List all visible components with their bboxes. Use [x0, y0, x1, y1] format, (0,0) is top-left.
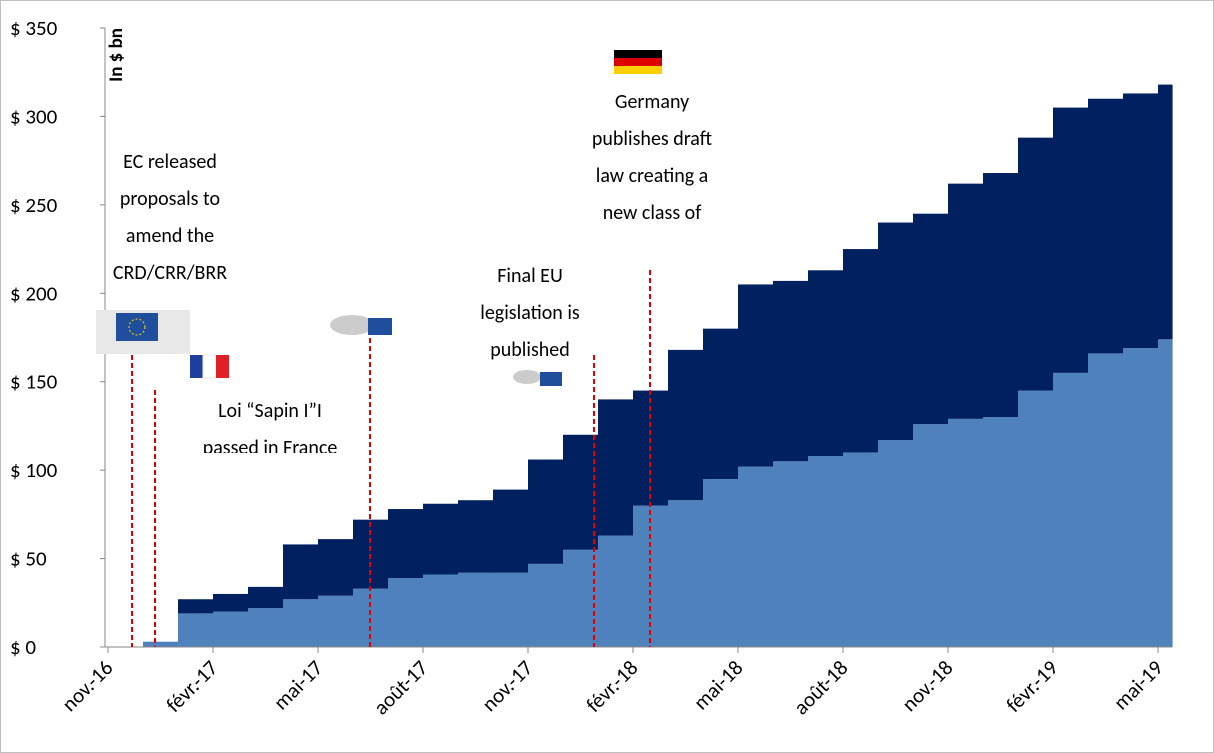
ep-flag-icon — [513, 370, 562, 386]
germany-flag-icon — [614, 50, 662, 74]
area-step — [563, 549, 599, 647]
area-step — [878, 440, 914, 647]
france-flag-icon — [190, 354, 229, 379]
area-step — [563, 434, 599, 550]
area-step — [283, 544, 319, 600]
annotation: Final EU legislation is published — [480, 264, 580, 362]
area-step — [808, 455, 844, 647]
annotation-text: proposals to — [120, 187, 220, 211]
annotation-text: Germany — [615, 90, 689, 114]
annotation-text: passed in France — [203, 436, 338, 460]
plot-area — [143, 84, 1173, 647]
area-step — [528, 563, 564, 647]
area-step — [1088, 98, 1124, 354]
area-step — [248, 608, 284, 647]
y-tick-label: $ 50 — [10, 546, 47, 572]
annotation-text: CRD/CRR/BRR — [113, 261, 227, 285]
annotation-text: Final EU — [497, 264, 563, 288]
area-step — [283, 599, 319, 647]
area-step — [493, 489, 529, 573]
area-step — [668, 500, 704, 647]
area-step — [843, 452, 879, 647]
y-tick-label: $ 300 — [10, 103, 58, 129]
area-step — [738, 284, 774, 467]
area-step — [878, 222, 914, 441]
area-step — [423, 503, 459, 575]
area-step — [948, 418, 984, 647]
y-tick-label: $ 250 — [10, 192, 58, 218]
area-step — [178, 599, 214, 614]
area-step — [948, 183, 984, 419]
eu-flag-icon — [96, 310, 190, 354]
area-step — [598, 535, 634, 647]
area-step — [318, 539, 354, 596]
area-step — [913, 424, 949, 647]
area-step — [1158, 339, 1173, 647]
annotation: Germany publishes draft law creating a new … — [592, 90, 712, 225]
area-step — [703, 478, 739, 647]
area-step — [1018, 137, 1054, 391]
area-step — [458, 500, 494, 573]
area-step — [1053, 107, 1089, 373]
area-step — [528, 459, 564, 564]
annotation-text: EC released — [123, 150, 217, 174]
area-step — [808, 270, 844, 456]
area-step — [738, 466, 774, 647]
annotation-text: legislation is — [480, 301, 580, 325]
area-step — [248, 586, 284, 609]
area-step — [1053, 372, 1089, 647]
area-step — [773, 461, 809, 647]
area-step — [598, 399, 634, 536]
area-step — [1088, 353, 1124, 647]
annotation-text: publishes draft — [592, 127, 712, 151]
y-tick-label: $ 350 — [10, 15, 58, 41]
area-step — [1123, 348, 1159, 647]
area-step — [178, 613, 214, 647]
area-step — [983, 173, 1019, 418]
annotation-text: published — [490, 338, 570, 362]
area-step — [388, 509, 424, 579]
y-tick-label: $ 100 — [10, 457, 58, 483]
y-tick-label: $ 150 — [10, 369, 58, 395]
area-step — [143, 641, 179, 647]
y-tick-label: $ 200 — [10, 280, 58, 306]
area-step — [318, 595, 354, 647]
area-step — [213, 611, 249, 647]
area-step — [983, 417, 1019, 647]
annotation: EC released proposals to amend the CRD/CRR/… — [113, 150, 227, 285]
area-step — [703, 328, 739, 479]
annotation-text: law creating a — [596, 164, 709, 188]
area-step — [668, 349, 704, 501]
area-step — [388, 578, 424, 647]
y-axis-title: In $ bn — [105, 28, 128, 82]
area-step — [773, 280, 809, 462]
area-step — [213, 593, 249, 612]
y-tick-label: $ 0 — [10, 634, 36, 660]
area-step — [1158, 84, 1173, 340]
annotations: EC released proposals to amend the CRD/CRR/… — [113, 90, 712, 460]
area-step — [493, 572, 529, 647]
area-step — [458, 572, 494, 647]
ep-flag-icon — [330, 315, 392, 335]
area-step — [423, 574, 459, 647]
area-step — [1018, 390, 1054, 647]
area-step — [913, 213, 949, 425]
annotation: Loi “Sapin I”I passed in France — [203, 399, 338, 460]
annotation-text: amend the — [126, 224, 214, 248]
area-step — [1123, 93, 1159, 349]
annotation-text: Loi “Sapin I”I — [218, 399, 322, 423]
annotation-text: new class of — [603, 201, 702, 225]
area-step — [843, 249, 879, 453]
